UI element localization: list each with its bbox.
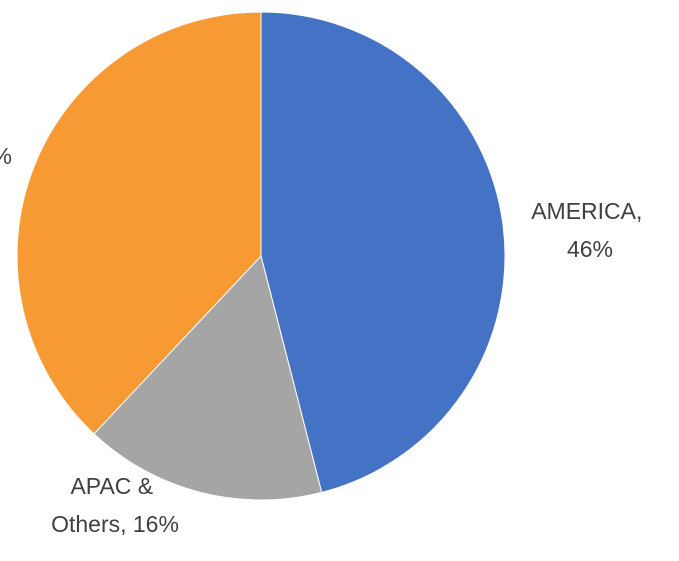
slice-label-america-line-2: 46%	[567, 236, 613, 262]
slice-label-third: %	[0, 143, 12, 169]
pie-slice-america	[260, 11, 506, 493]
pie-slice-slice-3	[16, 11, 262, 435]
slice-label-america: AMERICA, 46%	[531, 198, 649, 262]
slice-label-apac-others-line-1: APAC &	[70, 473, 153, 499]
slice-label-apac-others: APAC & Others, 16%	[51, 473, 179, 537]
slice-label-third-line-1: %	[0, 143, 12, 169]
slice-label-apac-others-line-2: Others, 16%	[51, 511, 179, 537]
slice-label-america-line-1: AMERICA,	[531, 198, 642, 224]
pie-slices	[16, 11, 506, 501]
pie-slice-apac-others	[93, 254, 323, 501]
slice-labels: AMERICA, 46% APAC & Others, 16% %	[0, 143, 649, 537]
